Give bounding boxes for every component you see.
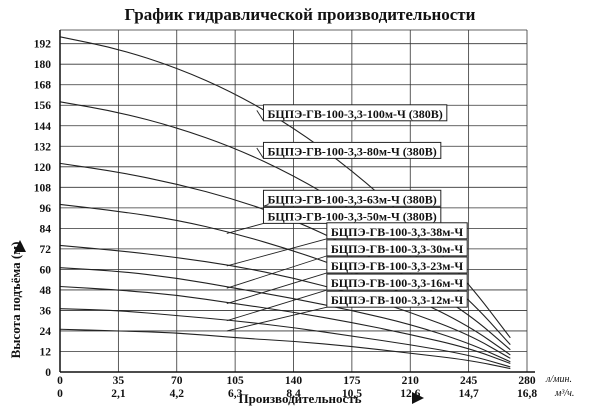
series-leader-line bbox=[263, 203, 269, 207]
x-tick-label-primary: 140 bbox=[285, 375, 303, 387]
y-tick-label: 84 bbox=[40, 223, 52, 235]
series-curve bbox=[59, 244, 511, 359]
series-leader-line bbox=[256, 147, 264, 159]
series-label-text: БЦПЭ-ГВ-100-3,3-23м-Ч bbox=[331, 259, 464, 273]
y-axis-arrow-icon bbox=[14, 240, 26, 252]
series-curve bbox=[59, 285, 511, 364]
series-leader-line bbox=[226, 289, 327, 322]
series-label-group: БЦПЭ-ГВ-100-3,3-100м-Ч (380В) bbox=[256, 104, 448, 122]
series-label-text: БЦПЭ-ГВ-100-3,3-16м-Ч bbox=[331, 276, 464, 290]
series-label-group: БЦПЭ-ГВ-100-3,3-38м-Ч bbox=[226, 222, 468, 267]
y-tick-label: 60 bbox=[40, 264, 52, 276]
x-tick-label-primary: 175 bbox=[343, 375, 361, 387]
series-curve bbox=[59, 267, 511, 363]
y-tick-label: 192 bbox=[34, 39, 52, 51]
series-label-box bbox=[326, 256, 468, 274]
series-label-group: БЦПЭ-ГВ-100-3,3-16м-Ч bbox=[226, 273, 468, 322]
x-tick-label-primary: 210 bbox=[402, 375, 420, 387]
series-curve bbox=[59, 328, 511, 370]
series-label-group: БЦПЭ-ГВ-100-3,3-12м-Ч bbox=[226, 290, 468, 332]
y-tick-label: 24 bbox=[40, 326, 52, 338]
series-labels: БЦПЭ-ГВ-100-3,3-100м-Ч (380В) БЦПЭ-ГВ-100… bbox=[226, 104, 468, 332]
series-label-box bbox=[262, 104, 448, 122]
series-label-text: БЦПЭ-ГВ-100-3,3-80м-Ч (380В) bbox=[267, 144, 436, 158]
series-leader-line bbox=[226, 222, 264, 234]
y-tick-label: 120 bbox=[34, 162, 52, 174]
x-tick-label-secondary: 8,4 bbox=[286, 388, 301, 400]
chart-title: График гидравлической производительности bbox=[125, 5, 476, 24]
series-label-box bbox=[326, 273, 468, 291]
x-tick-label-primary: 70 bbox=[171, 375, 183, 387]
series-label-box bbox=[262, 141, 442, 159]
y-tick-label: 108 bbox=[34, 182, 52, 194]
series-label-text: БЦПЭ-ГВ-100-3,3-50м-Ч (380В) bbox=[267, 209, 436, 223]
series-leader-line bbox=[226, 238, 327, 267]
y-tick-label: 12 bbox=[40, 346, 52, 358]
series-label-text: БЦПЭ-ГВ-100-3,3-100м-Ч (380В) bbox=[267, 107, 442, 121]
x-tick-label-secondary: 14,7 bbox=[459, 388, 479, 400]
x-axis-label: Производительность bbox=[238, 391, 361, 406]
x-tick-label-secondary: 6,3 bbox=[228, 388, 243, 400]
series-label-text: БЦПЭ-ГВ-100-3,3-38м-Ч bbox=[331, 225, 464, 239]
axes: 0 12 24 36 48 60 72 84 96 108 120 132 144 156 168 180 19… bbox=[14, 30, 537, 404]
y-tick-label: 72 bbox=[40, 244, 52, 256]
x-tick-label-primary: 280 bbox=[518, 375, 536, 387]
series-label-text: БЦПЭ-ГВ-100-3,3-63м-Ч (380В) bbox=[267, 192, 436, 206]
series-label-box bbox=[326, 222, 468, 240]
y-tick-label: 48 bbox=[40, 285, 52, 297]
x-tick-label-primary: 0 bbox=[57, 375, 63, 387]
series-leader-line bbox=[226, 255, 327, 289]
x-tick-label-primary: 35 bbox=[113, 375, 125, 387]
series-curve bbox=[59, 308, 511, 368]
y-tick-label: 96 bbox=[40, 203, 52, 215]
x-tick-label-secondary: 10,5 bbox=[342, 388, 362, 400]
x-axis-arrow-icon bbox=[412, 392, 424, 404]
series-label-group: БЦПЭ-ГВ-100-3,3-23м-Ч bbox=[226, 256, 468, 305]
series-label-text: БЦПЭ-ГВ-100-3,3-12м-Ч bbox=[331, 293, 464, 307]
y-tick-label: 156 bbox=[34, 100, 52, 112]
x-tick-label-primary: 105 bbox=[227, 375, 245, 387]
series-label-group: БЦПЭ-ГВ-100-3,3-80м-Ч (380В) bbox=[256, 141, 442, 159]
y-axis-label: Высота подъёма (м) bbox=[8, 242, 23, 359]
y-tick-label: 132 bbox=[34, 141, 52, 153]
x-tick-label-secondary: 0 bbox=[57, 388, 63, 400]
x-tick-label-secondary: 2,1 bbox=[111, 388, 126, 400]
x-tick-label-secondary: 16,8 bbox=[517, 388, 537, 400]
y-tick-label: 0 bbox=[45, 367, 51, 379]
y-tick-label: 36 bbox=[40, 305, 52, 317]
series-label-box bbox=[262, 189, 442, 207]
series-label-text: БЦПЭ-ГВ-100-3,3-30м-Ч bbox=[331, 242, 464, 256]
y-tick-label: 168 bbox=[34, 80, 52, 92]
x-unit-secondary: м³/ч. bbox=[554, 388, 574, 399]
series-label-group: БЦПЭ-ГВ-100-3,3-30м-Ч bbox=[226, 239, 468, 289]
y-tick-label: 144 bbox=[34, 121, 52, 133]
y-tick-label: 180 bbox=[34, 59, 52, 71]
x-tick-label-secondary: 4,2 bbox=[170, 388, 185, 400]
series-label-box bbox=[326, 290, 468, 308]
series-label-group: БЦПЭ-ГВ-100-3,3-50м-Ч (380В) bbox=[226, 206, 442, 234]
series-leader-line bbox=[226, 272, 327, 305]
series-label-group: БЦПЭ-ГВ-100-3,3-63м-Ч (380В) bbox=[262, 189, 442, 207]
x-tick-label-primary: 245 bbox=[460, 375, 478, 387]
x-unit-primary: л/мин. bbox=[545, 374, 572, 385]
series-leader-line bbox=[226, 306, 327, 332]
series-leader-line bbox=[256, 110, 264, 122]
series-label-box bbox=[326, 239, 468, 257]
